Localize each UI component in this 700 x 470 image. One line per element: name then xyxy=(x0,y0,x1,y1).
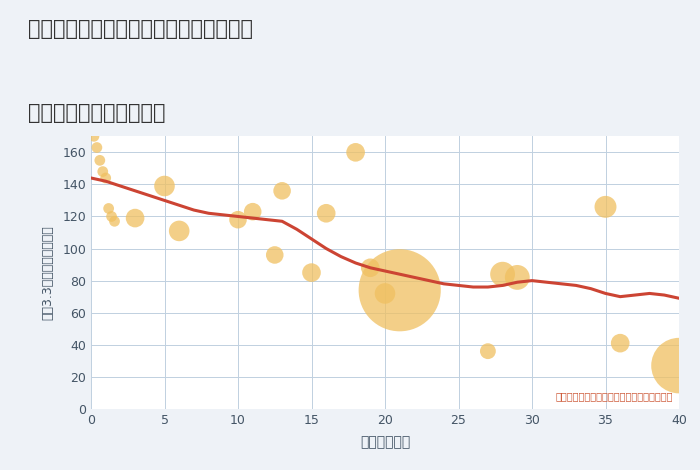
Point xyxy=(247,208,258,215)
Text: 築年数別中古戸建て価格: 築年数別中古戸建て価格 xyxy=(28,103,165,124)
Point xyxy=(600,203,611,211)
Point xyxy=(306,269,317,276)
Point xyxy=(91,144,102,151)
Point xyxy=(394,287,405,294)
Point xyxy=(379,290,391,297)
Point xyxy=(673,362,685,369)
Text: 円の大きさは、取引のあった物件面積を示す: 円の大きさは、取引のあった物件面積を示す xyxy=(556,391,673,401)
Point xyxy=(512,274,523,281)
Text: 兵庫県西宮市山口町阪神流通センターの: 兵庫県西宮市山口町阪神流通センターの xyxy=(28,19,253,39)
Point xyxy=(94,157,106,164)
Point xyxy=(88,133,99,140)
Point xyxy=(106,213,117,220)
Point xyxy=(97,168,108,175)
Point xyxy=(109,218,120,225)
Y-axis label: 坪（3.3㎡）単価（万円）: 坪（3.3㎡）単価（万円） xyxy=(41,225,54,320)
Point xyxy=(497,270,508,278)
Point xyxy=(130,214,141,222)
Point xyxy=(103,205,114,212)
Point xyxy=(232,216,244,223)
X-axis label: 築年数（年）: 築年数（年） xyxy=(360,435,410,449)
Point xyxy=(276,187,288,195)
Point xyxy=(365,264,376,272)
Point xyxy=(615,339,626,347)
Point xyxy=(350,149,361,156)
Point xyxy=(321,210,332,217)
Point xyxy=(159,182,170,190)
Point xyxy=(174,227,185,235)
Point xyxy=(482,347,493,355)
Point xyxy=(100,174,111,182)
Point xyxy=(269,251,280,258)
